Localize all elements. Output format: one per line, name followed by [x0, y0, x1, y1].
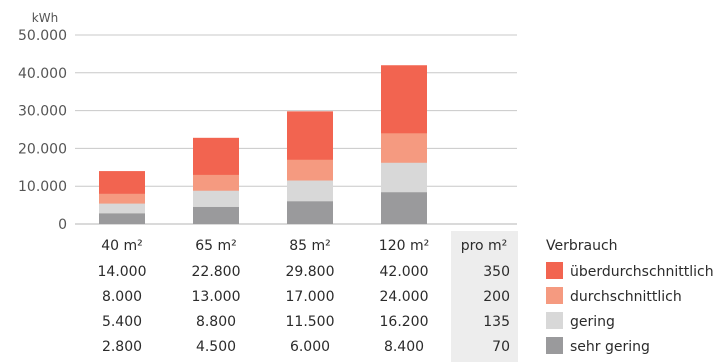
bar-segment: [99, 213, 145, 224]
category-label: 120 m²: [379, 238, 429, 254]
per-m2-value: 200: [483, 289, 510, 305]
table-value: 22.800: [192, 264, 241, 280]
table-value: 16.200: [380, 314, 429, 330]
table-value: 8.800: [196, 314, 236, 330]
value-table: 40 m² 65 m² 85 m² 120 m² pro m² 14.000 22.800 2…: [98, 231, 518, 362]
per-m2-value: 135: [483, 314, 510, 330]
category-label: 40 m²: [101, 238, 143, 254]
table-value: 6.000: [290, 339, 330, 355]
legend-label: gering: [570, 314, 615, 330]
legend-swatch: [546, 287, 563, 304]
y-tick-label: 10.000: [18, 179, 67, 195]
y-tick-label: 20.000: [18, 141, 67, 157]
y-tick-label: 30.000: [18, 104, 67, 120]
category-label: 85 m²: [289, 238, 331, 254]
bars: [99, 65, 427, 225]
legend-label: durchschnittlich: [570, 289, 682, 305]
bar-segment: [193, 206, 239, 224]
y-unit-label: kWh: [32, 11, 58, 25]
legend-swatch: [546, 262, 563, 279]
bar-segment: [381, 192, 427, 224]
table-value: 4.500: [196, 339, 236, 355]
table-value: 8.400: [384, 339, 424, 355]
table-value: 14.000: [98, 264, 147, 280]
legend: Verbrauch überdurchschnittlich durchschnit…: [546, 238, 714, 355]
y-axis: kWh 0 10.000 20.000 30.000 40.000 50.000: [18, 11, 67, 233]
y-tick-label: 40.000: [18, 66, 67, 82]
legend-swatch: [546, 337, 563, 354]
table-value: 29.800: [286, 264, 335, 280]
legend-label: sehr gering: [570, 339, 650, 355]
per-m2-column-bg: [451, 231, 518, 362]
table-value: 5.400: [102, 314, 142, 330]
per-m2-value: 350: [483, 264, 510, 280]
per-m2-value: 70: [492, 339, 510, 355]
y-tick-label: 0: [58, 217, 67, 233]
legend-label: überdurchschnittlich: [570, 264, 714, 280]
table-value: 2.800: [102, 339, 142, 355]
legend-swatch: [546, 312, 563, 329]
table-value: 13.000: [192, 289, 241, 305]
table-value: 11.500: [286, 314, 335, 330]
per-m2-header: pro m²: [461, 238, 508, 254]
y-tick-label: 50.000: [18, 28, 67, 44]
table-value: 8.000: [102, 289, 142, 305]
table-value: 24.000: [380, 289, 429, 305]
table-value: 17.000: [286, 289, 335, 305]
table-value: 42.000: [380, 264, 429, 280]
bar-segment: [287, 201, 333, 224]
legend-title: Verbrauch: [546, 238, 618, 254]
category-label: 65 m²: [195, 238, 237, 254]
